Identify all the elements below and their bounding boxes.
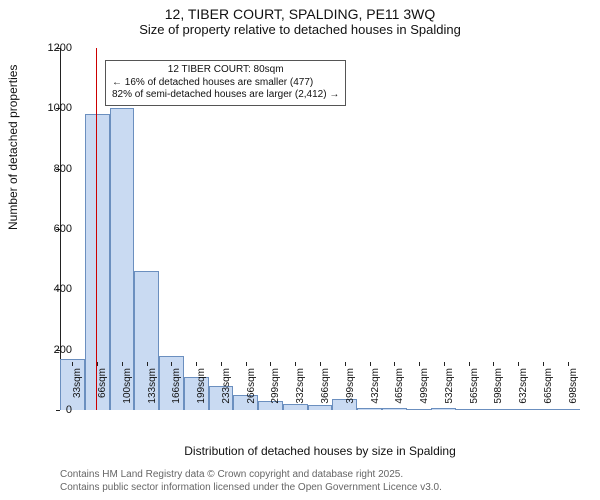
x-tick-label: 199sqm bbox=[196, 368, 207, 410]
attribution-footer: Contains HM Land Registry data © Crown c… bbox=[60, 469, 442, 494]
y-tick-mark bbox=[56, 410, 60, 411]
x-tick-label: 133sqm bbox=[147, 368, 158, 410]
annotation-line: ← 16% of detached houses are smaller (47… bbox=[112, 77, 339, 90]
x-tick-mark bbox=[394, 362, 395, 366]
x-tick-mark bbox=[345, 362, 346, 366]
y-tick-label: 400 bbox=[54, 283, 72, 295]
x-tick-mark bbox=[72, 362, 73, 366]
footer-line1: Contains HM Land Registry data © Crown c… bbox=[60, 469, 442, 482]
x-tick-label: 598sqm bbox=[493, 368, 504, 410]
x-axis-label: Distribution of detached houses by size … bbox=[60, 444, 580, 458]
plot-surface: 12 TIBER COURT: 80sqm← 16% of detached h… bbox=[60, 48, 580, 410]
x-tick-mark bbox=[543, 362, 544, 366]
x-tick-mark bbox=[444, 362, 445, 366]
y-tick-label: 1200 bbox=[48, 42, 72, 54]
x-tick-mark bbox=[196, 362, 197, 366]
x-tick-mark bbox=[295, 362, 296, 366]
x-tick-mark bbox=[568, 362, 569, 366]
x-tick-label: 299sqm bbox=[270, 368, 281, 410]
x-tick-mark bbox=[221, 362, 222, 366]
y-tick-label: 1000 bbox=[48, 102, 72, 114]
x-tick-label: 100sqm bbox=[122, 368, 133, 410]
x-tick-mark bbox=[147, 362, 148, 366]
x-tick-mark bbox=[122, 362, 123, 366]
x-tick-label: 532sqm bbox=[444, 368, 455, 410]
x-tick-label: 632sqm bbox=[518, 368, 529, 410]
footer-line2: Contains public sector information licen… bbox=[60, 482, 442, 495]
x-tick-label: 565sqm bbox=[469, 368, 480, 410]
x-tick-label: 166sqm bbox=[171, 368, 182, 410]
x-tick-label: 233sqm bbox=[221, 368, 232, 410]
annotation-line: 12 TIBER COURT: 80sqm bbox=[112, 64, 339, 77]
y-tick-label: 600 bbox=[54, 223, 72, 235]
chart-title-line1: 12, TIBER COURT, SPALDING, PE11 3WQ bbox=[0, 0, 600, 22]
x-tick-mark bbox=[493, 362, 494, 366]
x-tick-mark bbox=[171, 362, 172, 366]
x-tick-label: 465sqm bbox=[394, 368, 405, 410]
chart-title-line2: Size of property relative to detached ho… bbox=[0, 22, 600, 41]
x-tick-label: 66sqm bbox=[97, 368, 108, 410]
x-tick-label: 366sqm bbox=[320, 368, 331, 410]
x-tick-label: 399sqm bbox=[345, 368, 356, 410]
x-tick-label: 266sqm bbox=[246, 368, 257, 410]
x-tick-mark bbox=[320, 362, 321, 366]
y-axis-label: Number of detached properties bbox=[6, 65, 20, 230]
x-tick-label: 665sqm bbox=[543, 368, 554, 410]
annotation-line: 82% of semi-detached houses are larger (… bbox=[112, 89, 339, 102]
x-tick-mark bbox=[419, 362, 420, 366]
x-tick-label: 499sqm bbox=[419, 368, 430, 410]
chart-plot-area: 12 TIBER COURT: 80sqm← 16% of detached h… bbox=[60, 48, 580, 410]
x-tick-mark bbox=[370, 362, 371, 366]
annotation-box: 12 TIBER COURT: 80sqm← 16% of detached h… bbox=[105, 60, 346, 106]
x-tick-label: 33sqm bbox=[72, 368, 83, 410]
x-tick-mark bbox=[469, 362, 470, 366]
reference-line bbox=[96, 48, 97, 410]
x-tick-mark bbox=[518, 362, 519, 366]
x-tick-mark bbox=[97, 362, 98, 366]
x-tick-label: 432sqm bbox=[370, 368, 381, 410]
x-tick-label: 698sqm bbox=[568, 368, 579, 410]
y-tick-label: 800 bbox=[54, 163, 72, 175]
x-tick-mark bbox=[246, 362, 247, 366]
x-tick-label: 332sqm bbox=[295, 368, 306, 410]
x-tick-mark bbox=[270, 362, 271, 366]
y-tick-label: 200 bbox=[54, 344, 72, 356]
